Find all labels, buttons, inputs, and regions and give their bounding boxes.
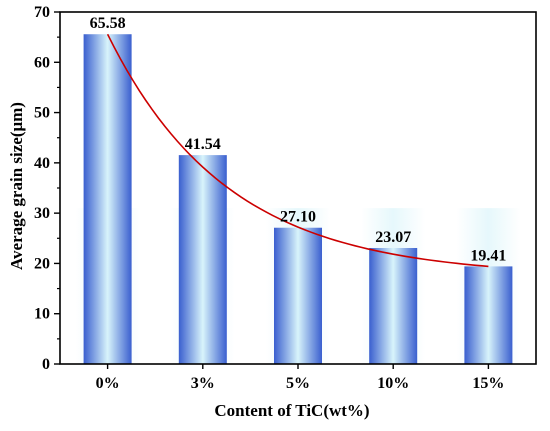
bar-layer bbox=[83, 34, 513, 364]
x-tick-label: 10% bbox=[377, 375, 409, 392]
trend-line-layer bbox=[106, 33, 489, 268]
y-axis: 0 10 20 30 40 50 60 70 bbox=[34, 4, 60, 373]
trend-line bbox=[106, 33, 489, 268]
bar bbox=[369, 247, 418, 364]
data-label: 19.41 bbox=[470, 247, 506, 264]
y-tick-label: 10 bbox=[34, 306, 50, 323]
y-tick-label: 20 bbox=[34, 255, 50, 272]
data-label: 41.54 bbox=[185, 136, 221, 153]
x-axis-title: Content of TiC(wt%) bbox=[214, 401, 369, 420]
bar bbox=[464, 266, 513, 364]
x-tick-label: 0% bbox=[96, 375, 120, 392]
y-axis-title: Average grain size(μm) bbox=[7, 102, 26, 270]
bar bbox=[274, 227, 322, 364]
y-tick-label: 50 bbox=[34, 105, 50, 122]
data-label: 23.07 bbox=[375, 229, 411, 246]
data-label-layer: 65.58 41.54 27.10 23.07 19.41 bbox=[90, 15, 507, 264]
x-tick-label: 3% bbox=[191, 375, 215, 392]
x-tick-label: 15% bbox=[472, 375, 504, 392]
y-tick-label: 30 bbox=[34, 205, 50, 222]
bar bbox=[83, 34, 132, 364]
x-tick-label: 5% bbox=[286, 375, 310, 392]
x-axis: 0% 3% 5% 10% 15% bbox=[96, 364, 504, 392]
y-tick-label: 0 bbox=[42, 356, 50, 373]
y-tick-label: 60 bbox=[34, 54, 50, 71]
y-tick-label: 70 bbox=[34, 4, 50, 21]
y-tick-label: 40 bbox=[34, 155, 50, 172]
data-label: 65.58 bbox=[90, 15, 126, 32]
data-label: 27.10 bbox=[280, 209, 316, 226]
bar bbox=[178, 155, 227, 364]
